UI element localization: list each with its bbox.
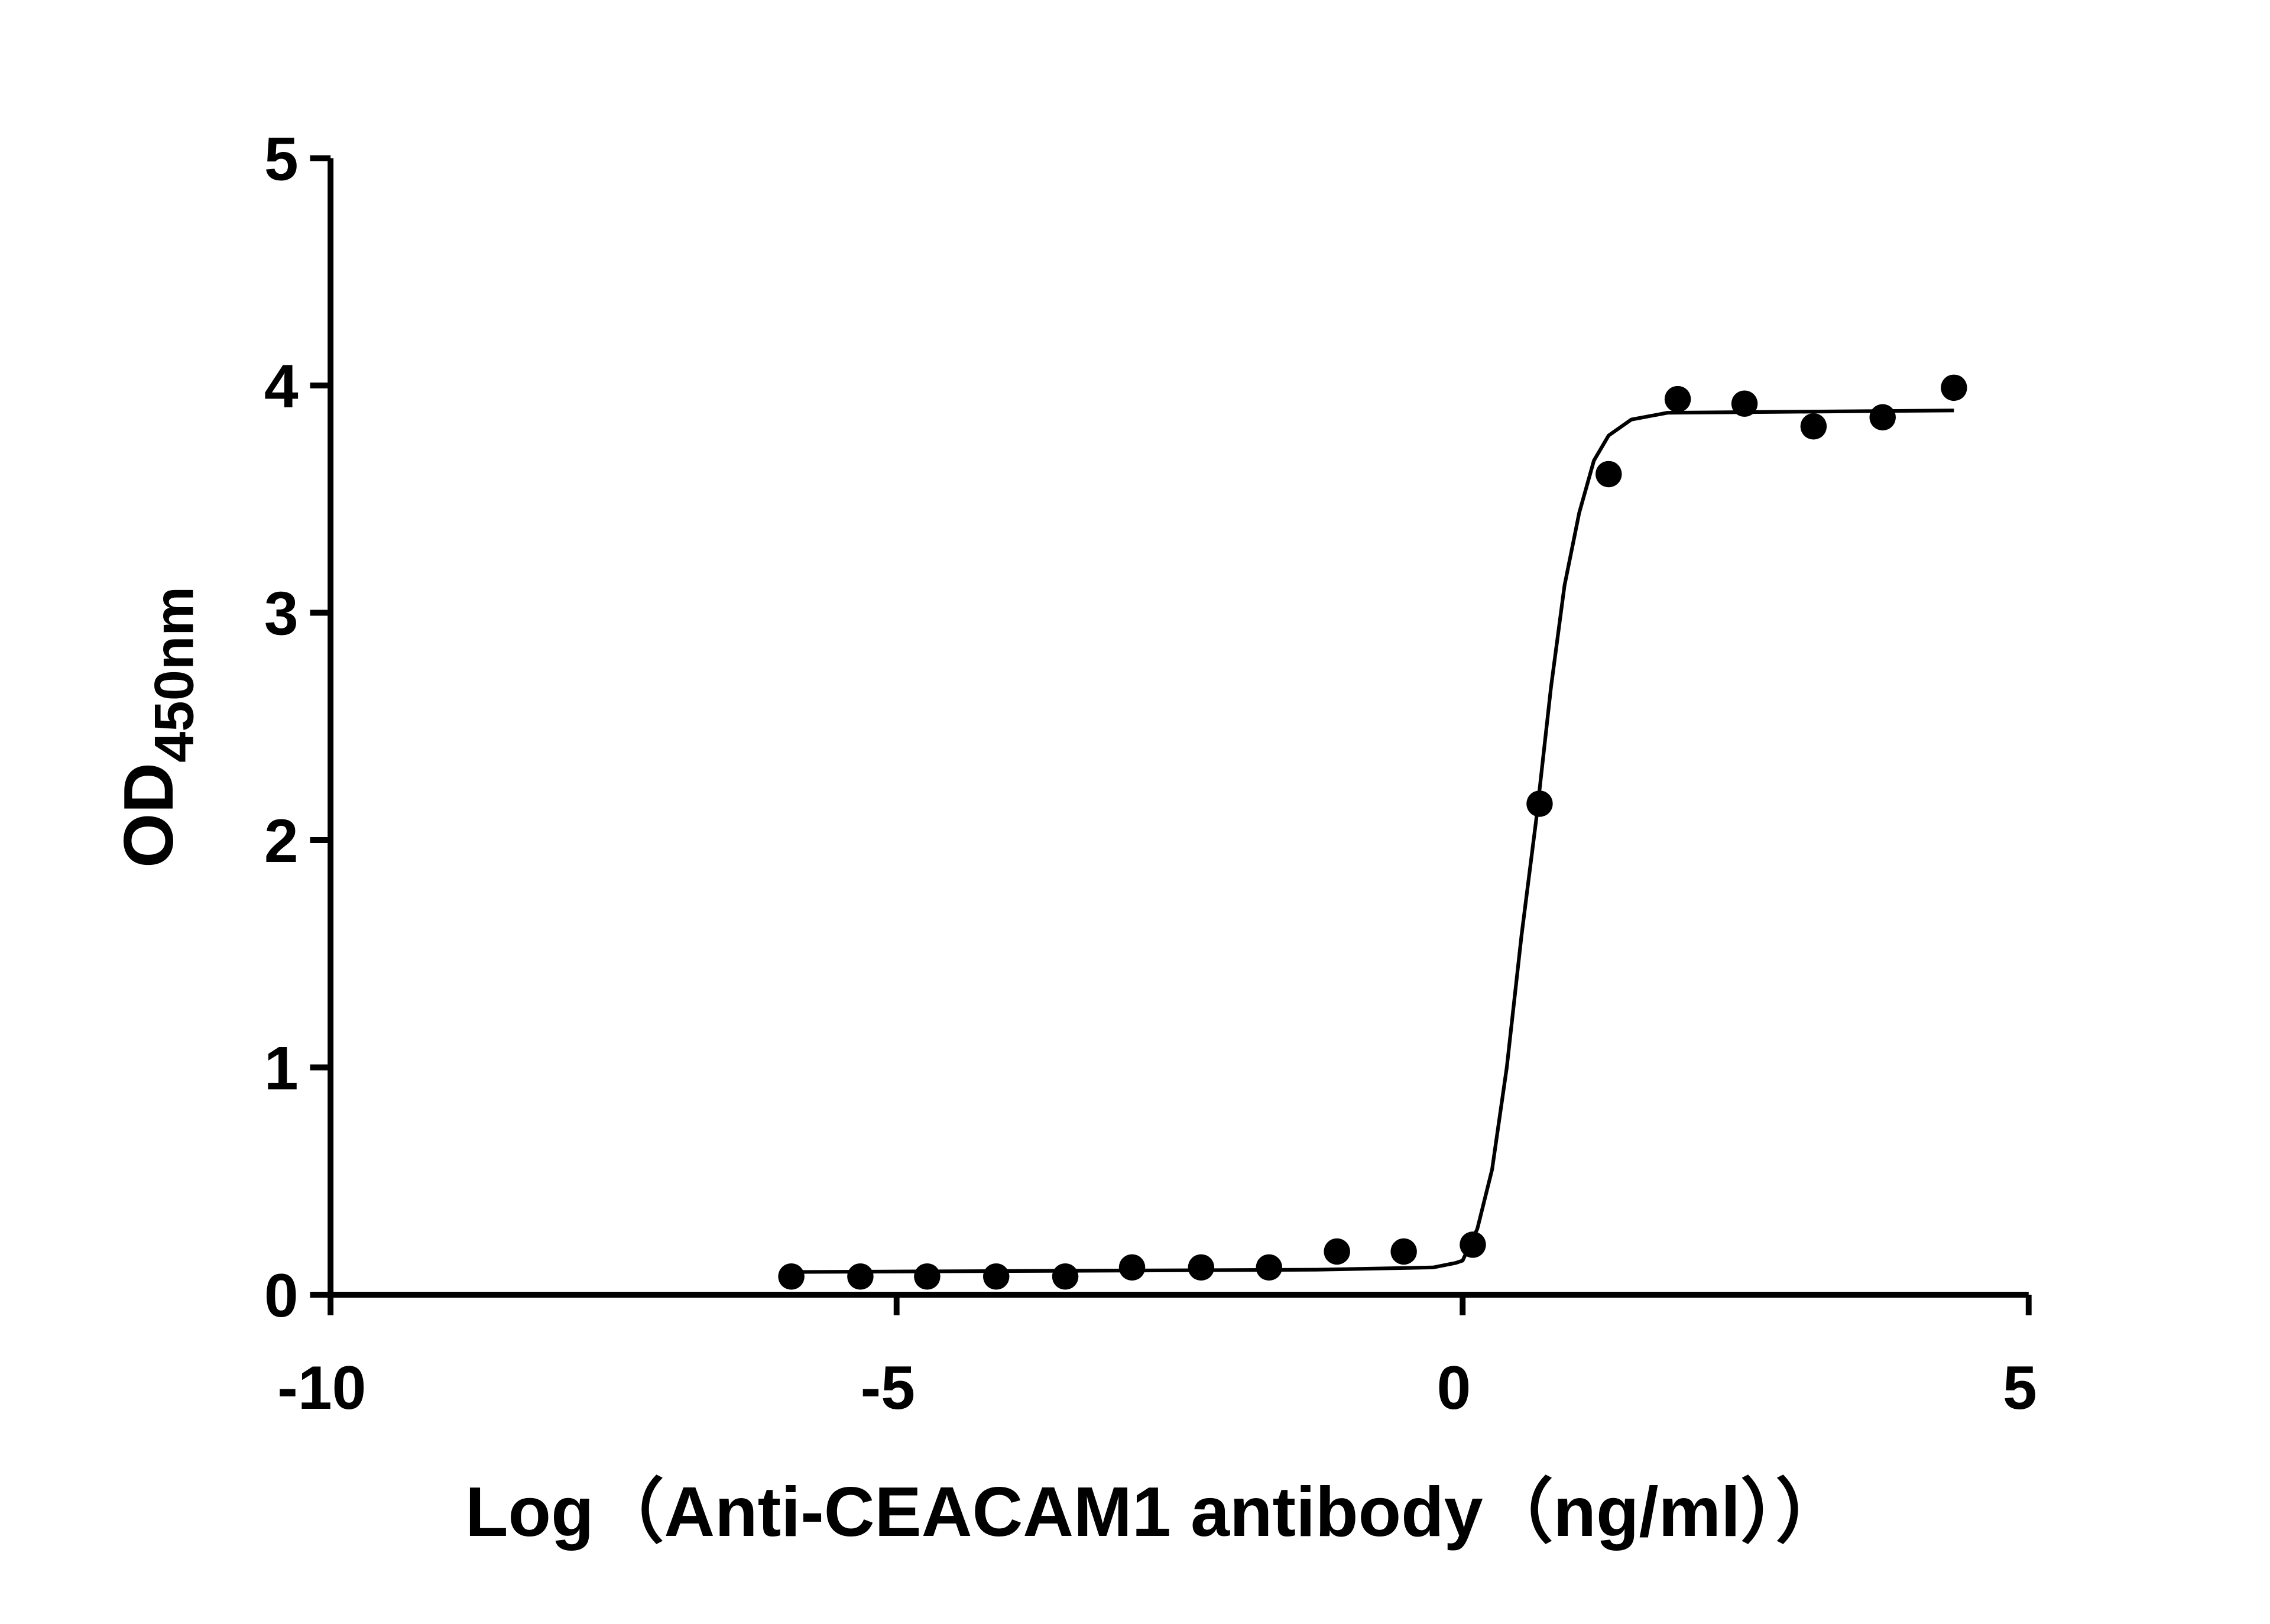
data-point — [1052, 1263, 1079, 1290]
y-tick-label: 5 — [264, 125, 299, 194]
y-tick-label: 0 — [264, 1262, 299, 1330]
data-point — [1664, 385, 1691, 413]
data-point — [1869, 404, 1896, 431]
fit-curve — [791, 409, 1954, 1274]
data-point — [1941, 374, 1967, 401]
data-point — [914, 1263, 941, 1290]
y-tick-label: 3 — [264, 580, 299, 649]
x-tick-label: 0 — [1436, 1354, 1471, 1422]
data-point — [1390, 1238, 1417, 1265]
data-point — [778, 1263, 805, 1290]
y-tick-label: 1 — [264, 1035, 299, 1103]
data-point — [1324, 1238, 1350, 1265]
y-axis-label-main: OD — [109, 763, 188, 868]
y-tick-label: 2 — [264, 807, 299, 876]
data-point — [1256, 1254, 1283, 1281]
data-point — [1731, 390, 1758, 417]
y-axis-label: OD450nm — [109, 586, 205, 868]
data-point — [1800, 413, 1827, 440]
data-point — [1188, 1254, 1215, 1281]
x-tick-label: -5 — [861, 1354, 915, 1422]
data-point — [1118, 1254, 1146, 1281]
y-tick-label: 4 — [264, 352, 299, 421]
x-axis-label: Log（Anti-CEACAM1 antibody（ng/ml）） — [465, 1473, 1846, 1551]
data-point — [847, 1263, 874, 1290]
x-tick-label: 5 — [2003, 1354, 2037, 1422]
y-axis-label-group: OD450nm — [109, 586, 205, 868]
data-point — [1596, 461, 1622, 488]
y-axis-label-sub: 450nm — [143, 586, 205, 763]
x-tick-label: -10 — [277, 1354, 366, 1422]
data-point — [982, 1263, 1010, 1290]
